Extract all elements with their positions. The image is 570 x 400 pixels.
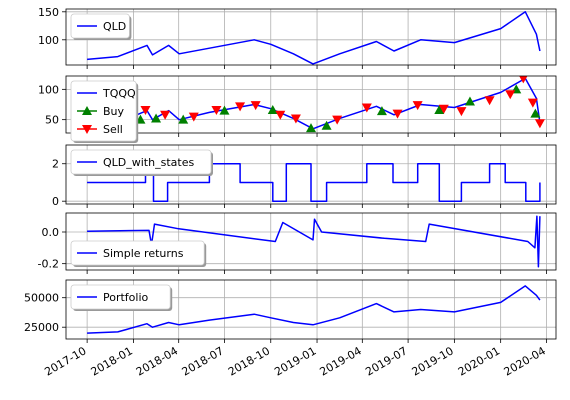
legend-label: Sell — [103, 123, 123, 136]
legend-label: QLD — [103, 20, 126, 33]
series-sell — [107, 76, 545, 129]
series-qld-with-states — [87, 162, 541, 202]
sell-marker — [250, 101, 261, 111]
y-tick-label: 50 — [45, 114, 59, 127]
series-line — [87, 285, 541, 334]
sell-marker — [392, 109, 403, 119]
legend: QLD — [70, 13, 132, 40]
axes-frame — [65, 75, 557, 134]
legend-box — [70, 240, 205, 266]
sell-marker — [188, 112, 199, 122]
sell-marker — [160, 110, 171, 120]
sell-marker — [211, 105, 222, 115]
buy-marker — [219, 105, 230, 115]
y-tick-label: 25000 — [24, 321, 59, 334]
sell-marker — [275, 110, 286, 120]
legend-box — [70, 284, 171, 310]
legend: QLD_with_states — [70, 149, 213, 176]
subplot-1: 100 150 QLD — [38, 6, 557, 69]
sell-marker — [332, 115, 343, 125]
buy-marker — [530, 108, 541, 118]
legend-label: TQQQ — [102, 87, 136, 100]
sell-marker — [534, 119, 545, 129]
legend: Portfolio — [70, 284, 173, 311]
sell-marker — [438, 104, 449, 114]
series-line — [87, 11, 541, 65]
sell-marker — [235, 102, 246, 112]
buy-marker — [376, 106, 387, 116]
legend-label: Portfolio — [103, 291, 149, 304]
sell-marker — [290, 114, 301, 124]
series-line — [87, 162, 541, 202]
axes-frame — [65, 279, 557, 340]
axes-frame — [65, 144, 557, 205]
y-tick-label: 0.0 — [42, 226, 60, 239]
subplot-4: -0.2 0.0 Simple returns — [38, 212, 557, 274]
series-qld — [87, 11, 541, 65]
legend-label: Buy — [103, 105, 125, 118]
y-tick-label: 2 — [52, 158, 59, 171]
buy-marker — [306, 123, 316, 133]
series-line — [87, 215, 541, 268]
y-tick-label: -0.2 — [38, 258, 59, 271]
legend-box — [70, 13, 130, 39]
legend-label: Simple returns — [103, 247, 184, 260]
buy-marker — [434, 104, 445, 114]
y-tick-label: 100 — [38, 83, 59, 96]
sell-marker — [484, 96, 495, 106]
axes-frame — [65, 8, 557, 66]
buy-marker — [267, 104, 278, 114]
sell-marker — [527, 98, 538, 108]
subplot-3: 0 2 QLD_with_states — [52, 144, 557, 208]
sell-marker — [456, 107, 467, 117]
y-tick-label: 100 — [38, 34, 59, 47]
legend-marker-up — [82, 106, 92, 115]
series-simple-returns — [87, 215, 541, 268]
sell-marker — [505, 90, 516, 100]
series-portfolio — [87, 285, 541, 334]
subplot-2: 50 100 TQQQ Buy Sell — [38, 75, 557, 143]
y-tick-label: 150 — [38, 6, 59, 19]
buy-marker — [178, 114, 189, 124]
y-tick-label: 50000 — [24, 292, 59, 305]
legend-label: QLD_with_states — [103, 156, 194, 169]
axes-frame — [65, 212, 557, 271]
legend: Simple returns — [70, 240, 207, 267]
legend: TQQQ Buy Sell — [70, 80, 139, 143]
buy-marker — [321, 120, 332, 130]
y-tick-label: 0 — [52, 195, 59, 208]
legend-box — [70, 149, 212, 175]
buy-marker — [464, 96, 475, 106]
legend-marker-down — [82, 125, 92, 134]
sell-marker — [519, 76, 528, 84]
sell-marker — [412, 101, 423, 111]
sell-marker — [140, 105, 151, 115]
buy-marker — [151, 113, 162, 123]
sell-marker — [361, 103, 372, 113]
